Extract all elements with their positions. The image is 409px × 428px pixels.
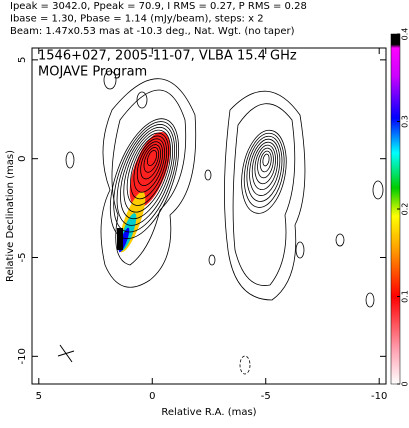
y-tick-label: 0 [17, 155, 28, 161]
map-title: 1546+027, 2005-11-07, VLBA 15.4 GHz [38, 49, 297, 64]
y-tick-label: -10 [17, 348, 28, 364]
y-tick-label: -5 [17, 253, 28, 263]
beam [58, 351, 74, 356]
contour [336, 234, 344, 246]
map-subtitle: MOJAVE Program [38, 65, 147, 80]
black-fill [117, 228, 123, 250]
contour [224, 91, 305, 300]
colorbar-tick-label: 0 [401, 381, 409, 386]
y-tick-label: 5 [17, 57, 28, 63]
contour [205, 170, 211, 180]
contour [66, 152, 74, 168]
x-tick-label: -5 [261, 391, 271, 402]
contour-map [58, 71, 383, 374]
x-tick-label: 0 [149, 391, 155, 402]
contour [366, 293, 374, 307]
x-tick-label: 5 [36, 391, 42, 402]
contour [262, 154, 270, 167]
contour [296, 242, 304, 258]
contour [242, 133, 287, 204]
header-line: Beam: 1.47x0.53 mas at -10.3 deg., Nat. … [10, 26, 295, 37]
colorbar-tick-label: 0.2 [401, 203, 409, 216]
header-line: Ibase = 1.30, Pbase = 1.14 (mJy/beam), s… [10, 14, 264, 25]
contour [252, 144, 278, 186]
colorbar-tick-label: 0.4 [401, 28, 409, 41]
colorbar-tick-label: 0.1 [401, 290, 409, 303]
colorbar-tick-label: 0.3 [401, 115, 409, 128]
contour [240, 356, 250, 374]
header-line: Ipeak = 3042.0, Ppeak = 70.9, I RMS = 0.… [10, 1, 307, 12]
x-label: Relative R.A. (mas) [161, 407, 256, 418]
y-label: Relative Declination (mas) [5, 150, 16, 282]
x-tick-label: -10 [371, 391, 387, 402]
contour [239, 130, 290, 210]
contour [209, 255, 215, 265]
plot-frame [32, 48, 386, 384]
contour [233, 104, 295, 286]
contour [373, 181, 383, 199]
